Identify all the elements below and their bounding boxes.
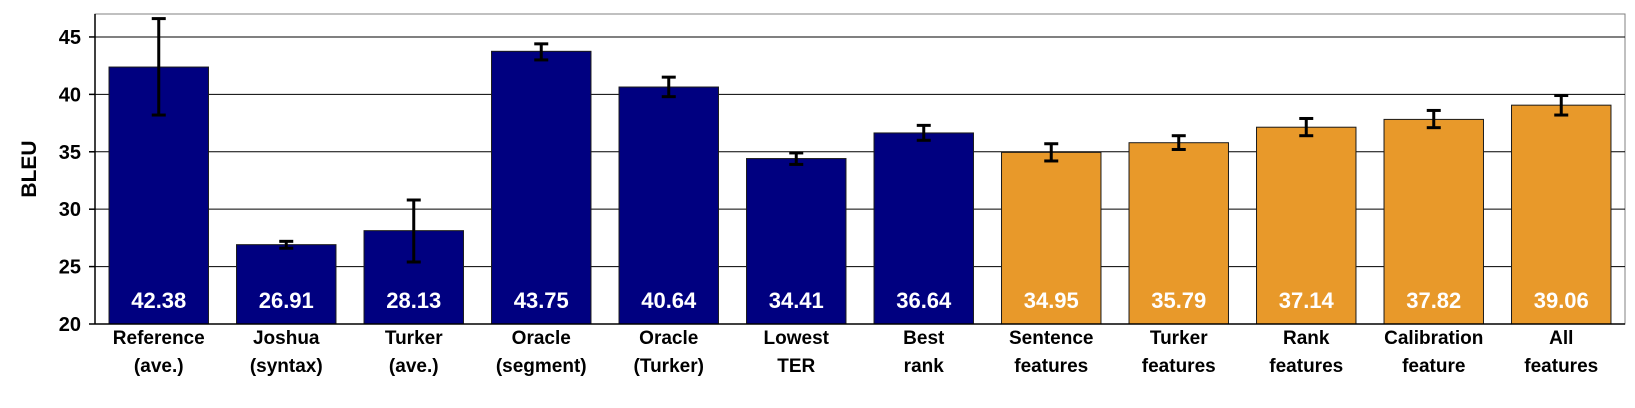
x-category-label: Turker	[1150, 328, 1208, 349]
x-category-label: feature	[1402, 356, 1465, 377]
x-category-label: Rank	[1283, 328, 1330, 349]
bars	[108, 50, 1612, 325]
value-label: 35.79	[1151, 288, 1206, 313]
x-category-label: features	[1014, 356, 1088, 377]
bar	[236, 244, 337, 325]
y-tick-label: 35	[59, 142, 81, 164]
value-label: 36.64	[896, 288, 952, 313]
value-label: 34.41	[769, 288, 824, 313]
bar	[491, 50, 592, 325]
value-label: 34.95	[1024, 288, 1079, 313]
value-label: 40.64	[641, 288, 697, 313]
x-axis-labels: Reference (ave.) Joshua (syntax) Turker (ave.…	[113, 328, 1598, 377]
x-category-label: Joshua	[253, 328, 320, 349]
error-bars	[151, 17, 1569, 264]
y-axis-title: BLEU	[18, 140, 41, 197]
y-tick-label: 20	[59, 314, 81, 336]
x-category-label: (syntax)	[250, 356, 323, 377]
y-tick-label: 45	[59, 27, 81, 49]
y-tick-label: 30	[59, 199, 81, 221]
x-category-label: Oracle	[639, 328, 698, 349]
bar	[618, 86, 719, 325]
value-label: 26.91	[259, 288, 314, 313]
bar	[1128, 142, 1229, 325]
value-label: 37.14	[1279, 288, 1335, 313]
x-category-label: Turker	[385, 328, 443, 349]
x-category-label: features	[1142, 356, 1216, 377]
bar	[1511, 104, 1612, 325]
value-label: 42.38	[131, 288, 186, 313]
bar	[1001, 151, 1102, 325]
x-category-label: Calibration	[1384, 328, 1483, 349]
x-category-label: rank	[904, 356, 945, 377]
bar	[1383, 118, 1484, 325]
x-category-label: (Turker)	[634, 356, 704, 377]
x-category-label: TER	[777, 356, 815, 377]
x-category-label: (ave.)	[389, 356, 439, 377]
value-label: 28.13	[386, 288, 441, 313]
y-tick-label: 25	[59, 257, 81, 279]
value-label: 43.75	[514, 288, 569, 313]
x-category-label: features	[1269, 356, 1343, 377]
y-axis-ticks: 20 25 30 35 40 45	[59, 27, 95, 336]
x-category-label: Reference	[113, 328, 205, 349]
x-category-label: features	[1524, 356, 1598, 377]
x-category-label: All	[1549, 328, 1573, 349]
value-label: 39.06	[1534, 288, 1589, 313]
bar	[873, 132, 974, 325]
value-labels: 42.38 26.91 28.13 43.75 40.64 34.41 36.64 34.95…	[131, 288, 1589, 313]
gridlines	[95, 36, 1625, 268]
bar	[746, 158, 847, 325]
x-category-label: (segment)	[496, 356, 587, 377]
x-category-label: Oracle	[512, 328, 571, 349]
x-category-label: (ave.)	[134, 356, 184, 377]
y-tick-label: 40	[59, 84, 81, 106]
plot-area	[94, 13, 1626, 325]
bar	[1256, 126, 1357, 325]
x-category-label: Lowest	[764, 328, 830, 349]
x-category-label: Best	[903, 328, 945, 349]
x-category-label: Sentence	[1009, 328, 1093, 349]
value-label: 37.82	[1406, 288, 1461, 313]
